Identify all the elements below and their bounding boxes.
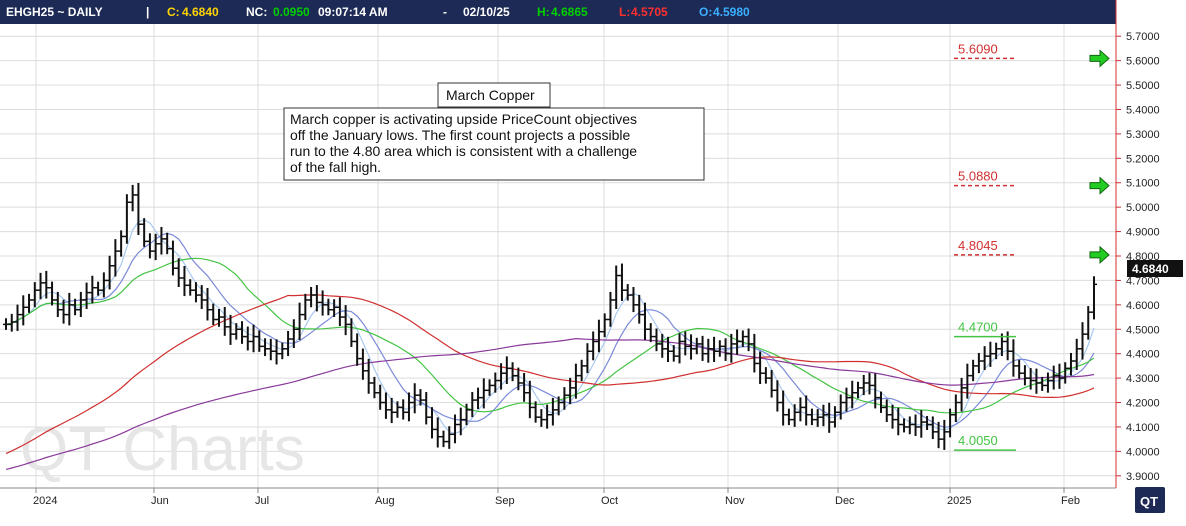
watermark: QT Charts xyxy=(20,415,305,484)
symbol-label[interactable]: EHGH25 ~ DAILY xyxy=(6,5,103,19)
annotation-line-1: March copper is activating upside PriceC… xyxy=(290,111,637,127)
open-value: 4.5980 xyxy=(713,5,750,19)
annotation-box xyxy=(283,107,705,181)
y-tick-label: 4.7000 xyxy=(1126,275,1160,287)
time-label: 09:07:14 AM xyxy=(318,5,388,19)
moving-average-5 xyxy=(5,219,1095,434)
y-tick-label: 4.2000 xyxy=(1126,398,1160,410)
y-tick-label: 4.3000 xyxy=(1126,373,1160,385)
moving-average-100 xyxy=(5,337,1095,470)
x-tick-label: Feb xyxy=(1061,495,1080,507)
qt-logo[interactable] xyxy=(1135,487,1165,513)
level-label: 4.4700 xyxy=(958,320,998,335)
x-tick-label: Oct xyxy=(601,495,618,507)
y-tick-label: 4.5000 xyxy=(1126,324,1160,336)
last-price-label: 4.6840 xyxy=(1132,262,1169,276)
header-separator: | xyxy=(146,5,149,19)
net-change-label: NC: xyxy=(246,5,267,19)
date-label: 02/10/25 xyxy=(463,5,510,19)
level-label: 5.0880 xyxy=(958,169,998,184)
annotation-title-box xyxy=(437,82,551,108)
level-label: 4.8045 xyxy=(958,238,998,253)
y-tick-label: 5.5000 xyxy=(1126,80,1160,92)
x-tick-label: Aug xyxy=(375,495,395,507)
low-label: L: xyxy=(619,5,630,19)
qt-logo-text: QT xyxy=(1140,494,1158,509)
y-tick-label: 4.1000 xyxy=(1126,422,1160,434)
target-arrow-icon xyxy=(1089,245,1110,265)
moving-average-20 xyxy=(5,257,1095,414)
pricecount-levels: 5.6090 5.0880 4.8045 4.4700 4.0050 xyxy=(954,41,1110,451)
y-tick-label: 5.2000 xyxy=(1126,153,1160,165)
y-tick-label: 5.3000 xyxy=(1126,129,1160,141)
y-tick-label: 5.7000 xyxy=(1126,31,1160,43)
x-tick-label: Jul xyxy=(255,495,269,507)
y-tick-label: 4.6000 xyxy=(1126,300,1160,312)
level-label: 4.0050 xyxy=(958,433,998,448)
moving-averages xyxy=(5,219,1095,470)
x-tick-label: Nov xyxy=(725,495,745,507)
annotation-line-3: run to the 4.80 area which is consistent… xyxy=(290,143,637,159)
ohlc-bars xyxy=(3,182,1097,450)
close-value: 4.6840 xyxy=(182,5,219,19)
high-label: H: xyxy=(537,5,550,19)
x-tick-label: Sep xyxy=(495,495,515,507)
y-tick-label: 5.1000 xyxy=(1126,178,1160,190)
x-tick-label: 2024 xyxy=(33,495,57,507)
high-value: 4.6865 xyxy=(551,5,588,19)
header-dash: - xyxy=(443,5,447,19)
header-bar xyxy=(0,0,1116,24)
x-tick-label: 2025 xyxy=(947,495,971,507)
annotation-line-4: of the fall high. xyxy=(290,159,381,175)
y-tick-label: 5.6000 xyxy=(1126,56,1160,68)
y-tick-label: 5.4000 xyxy=(1126,104,1160,116)
y-tick-label: 4.9000 xyxy=(1126,227,1160,239)
y-axis-ticks: 3.9000 4.0000 4.1000 4.2000 4.3000 4.4000 4.50… xyxy=(1116,31,1160,483)
last-price-marker xyxy=(1127,260,1183,277)
low-value: 4.5705 xyxy=(631,5,668,19)
close-label: C: xyxy=(167,5,180,19)
net-change-value: 0.0950 xyxy=(273,5,310,19)
x-axis-labels: 2024 Jun Jul Aug Sep Oct Nov Dec 2025 Feb xyxy=(33,488,1080,507)
open-label: O: xyxy=(699,5,712,19)
x-tick-label: Jun xyxy=(151,495,169,507)
target-arrow-icon xyxy=(1089,176,1110,195)
y-tick-label: 4.4000 xyxy=(1126,349,1160,361)
annotation-title: March Copper xyxy=(446,87,535,103)
moving-average-50 xyxy=(5,294,1095,455)
y-tick-label: 3.9000 xyxy=(1126,471,1160,483)
annotation-line-2: off the January lows. The first count pr… xyxy=(290,127,631,143)
level-label: 5.6090 xyxy=(958,41,998,56)
y-tick-label: 5.0000 xyxy=(1126,202,1160,214)
y-tick-label: 4.0000 xyxy=(1126,446,1160,458)
x-tick-label: Dec xyxy=(835,495,855,507)
target-arrow-icon xyxy=(1089,49,1110,68)
